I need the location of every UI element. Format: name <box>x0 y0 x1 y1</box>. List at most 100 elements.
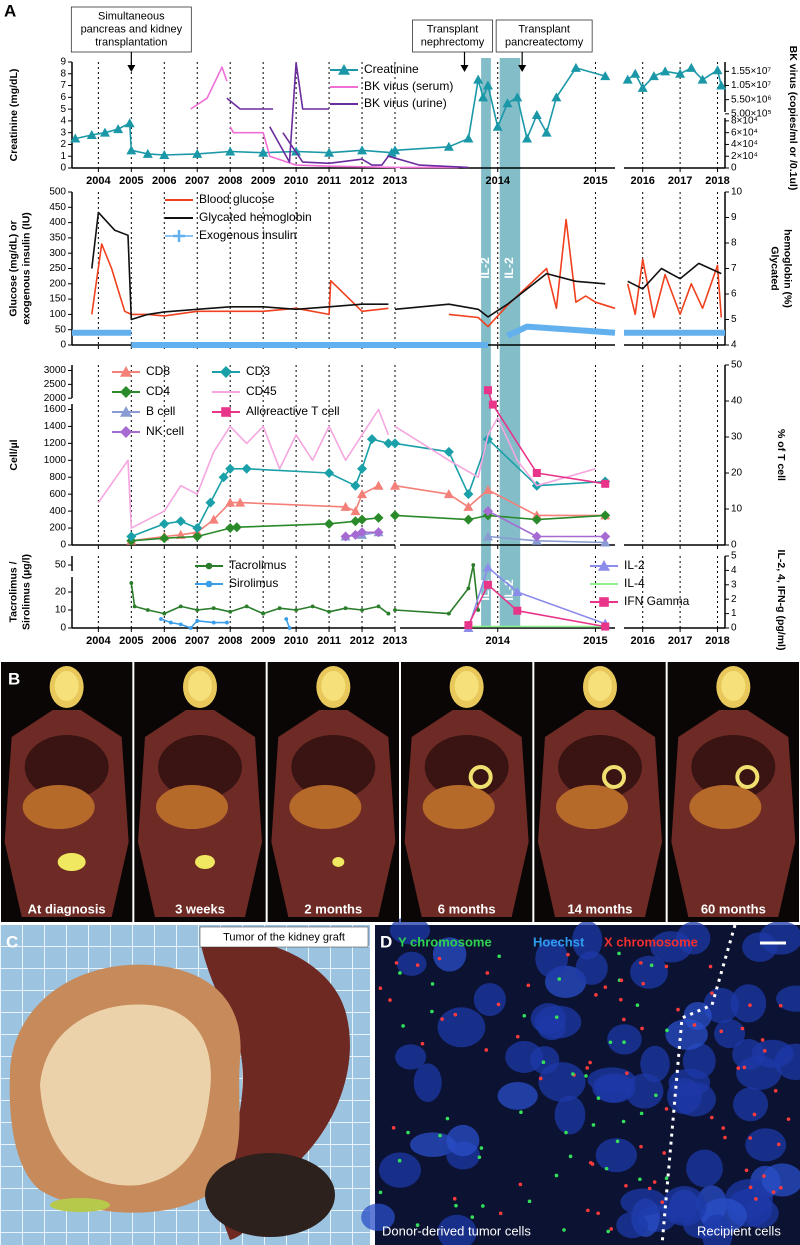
fish-signal <box>621 1119 626 1124</box>
data-point <box>225 523 236 534</box>
data-point <box>570 62 581 72</box>
fish-signal <box>477 1155 482 1160</box>
fish-signal <box>617 951 621 956</box>
nucleus <box>745 1128 787 1162</box>
fish-signal <box>397 1158 402 1163</box>
fish-signal <box>586 1208 590 1213</box>
nucleus <box>505 1041 544 1073</box>
data-point <box>258 147 269 157</box>
data-point <box>99 127 110 137</box>
data-point <box>162 611 167 616</box>
fish-cells <box>361 916 800 1245</box>
nucleus <box>686 1149 723 1188</box>
y-tick-label: 200 <box>49 278 66 289</box>
pet-lungs <box>24 735 109 799</box>
data-point <box>324 147 335 157</box>
fish-signal <box>526 983 531 988</box>
fish-signal <box>736 1066 741 1070</box>
pet-liver <box>689 785 762 829</box>
fish-signal <box>744 1168 749 1173</box>
annotation-box <box>495 19 593 53</box>
y-tick-label: 2000 <box>44 393 67 404</box>
data-point <box>531 514 542 525</box>
series-line <box>130 564 479 615</box>
y-tick-label: 1600 <box>44 404 67 415</box>
data-point <box>660 66 671 76</box>
fish-signal <box>498 1211 503 1216</box>
fish-signal <box>401 1024 405 1028</box>
annotation-text: pancreas and kidney <box>81 23 183 35</box>
legend-label: Alloreactive T cell <box>246 404 340 418</box>
x-tick-label: 2009 <box>251 635 275 647</box>
data-point <box>373 480 384 490</box>
nucleus <box>432 937 467 972</box>
data-point <box>192 523 203 534</box>
x-tick-label: 2005 <box>119 175 143 187</box>
nucleus <box>473 982 506 1017</box>
nucleus <box>446 1124 480 1157</box>
fish-signal <box>497 954 501 959</box>
y-tick-label: 5 <box>60 104 66 115</box>
y-tick-label: 0 <box>60 163 66 174</box>
fish-signal <box>571 1072 575 1076</box>
y2-tick-label: 5 <box>731 551 737 562</box>
data-point <box>483 386 492 395</box>
x-tick-label: 2008 <box>218 635 242 647</box>
data-point <box>168 620 173 625</box>
data-point <box>483 580 492 589</box>
data-point <box>159 533 170 544</box>
legend-label: B cell <box>146 404 175 418</box>
y2-tick-label: 20 <box>731 468 743 479</box>
data-point <box>383 438 394 449</box>
data-point <box>466 586 471 591</box>
data-point <box>482 80 493 90</box>
nucleus <box>665 1019 708 1050</box>
kidney-cut-surface <box>40 1004 211 1186</box>
specimen-caption: Tumor of the kidney graft <box>223 931 345 943</box>
series-line <box>97 408 596 529</box>
data-point <box>482 484 493 494</box>
nucleus <box>761 1163 800 1197</box>
data-point <box>446 611 451 616</box>
pet-liver <box>556 785 628 829</box>
data-point <box>343 606 348 611</box>
fish-signal <box>639 1144 643 1149</box>
pet-head-inner <box>721 671 746 701</box>
x-tick-label: 2007 <box>185 175 209 187</box>
annotation-arrowhead <box>460 65 469 72</box>
y-tick-label: 8 <box>60 68 66 79</box>
data-point <box>126 531 137 542</box>
pet-heart <box>602 765 626 789</box>
nucleus <box>620 1188 667 1216</box>
x-tick-label: 2004 <box>86 175 111 187</box>
data-point <box>373 512 384 523</box>
pet-lesion <box>195 855 215 869</box>
fish-signal <box>481 1204 485 1208</box>
fish-signal <box>584 1074 588 1078</box>
y-tick-label: 1400 <box>44 421 67 432</box>
fish-signal <box>566 952 570 957</box>
data-point <box>287 626 292 630</box>
fish-signal <box>484 1048 489 1052</box>
data-point <box>502 98 513 108</box>
y2-tick-label: 4×10⁴ <box>731 139 758 150</box>
y2-tick-label: 2 <box>731 594 737 605</box>
fish-signal <box>394 961 399 965</box>
data-point <box>159 617 163 621</box>
data-point <box>261 611 266 616</box>
data-point <box>471 563 476 567</box>
fish-signal <box>748 1185 753 1190</box>
fish-signal <box>639 1111 644 1116</box>
fish-signal <box>776 1142 781 1147</box>
fish-signal <box>622 1017 626 1022</box>
data-point <box>648 71 659 81</box>
region-boundary <box>660 924 737 1245</box>
nucleus <box>413 1063 442 1102</box>
data-point <box>357 489 368 499</box>
data-point <box>357 514 368 525</box>
x-tick-label: 2010 <box>284 635 308 647</box>
data-point <box>463 133 474 143</box>
data-point <box>178 622 183 627</box>
pet-heart <box>468 765 493 789</box>
fish-signal <box>430 982 435 986</box>
